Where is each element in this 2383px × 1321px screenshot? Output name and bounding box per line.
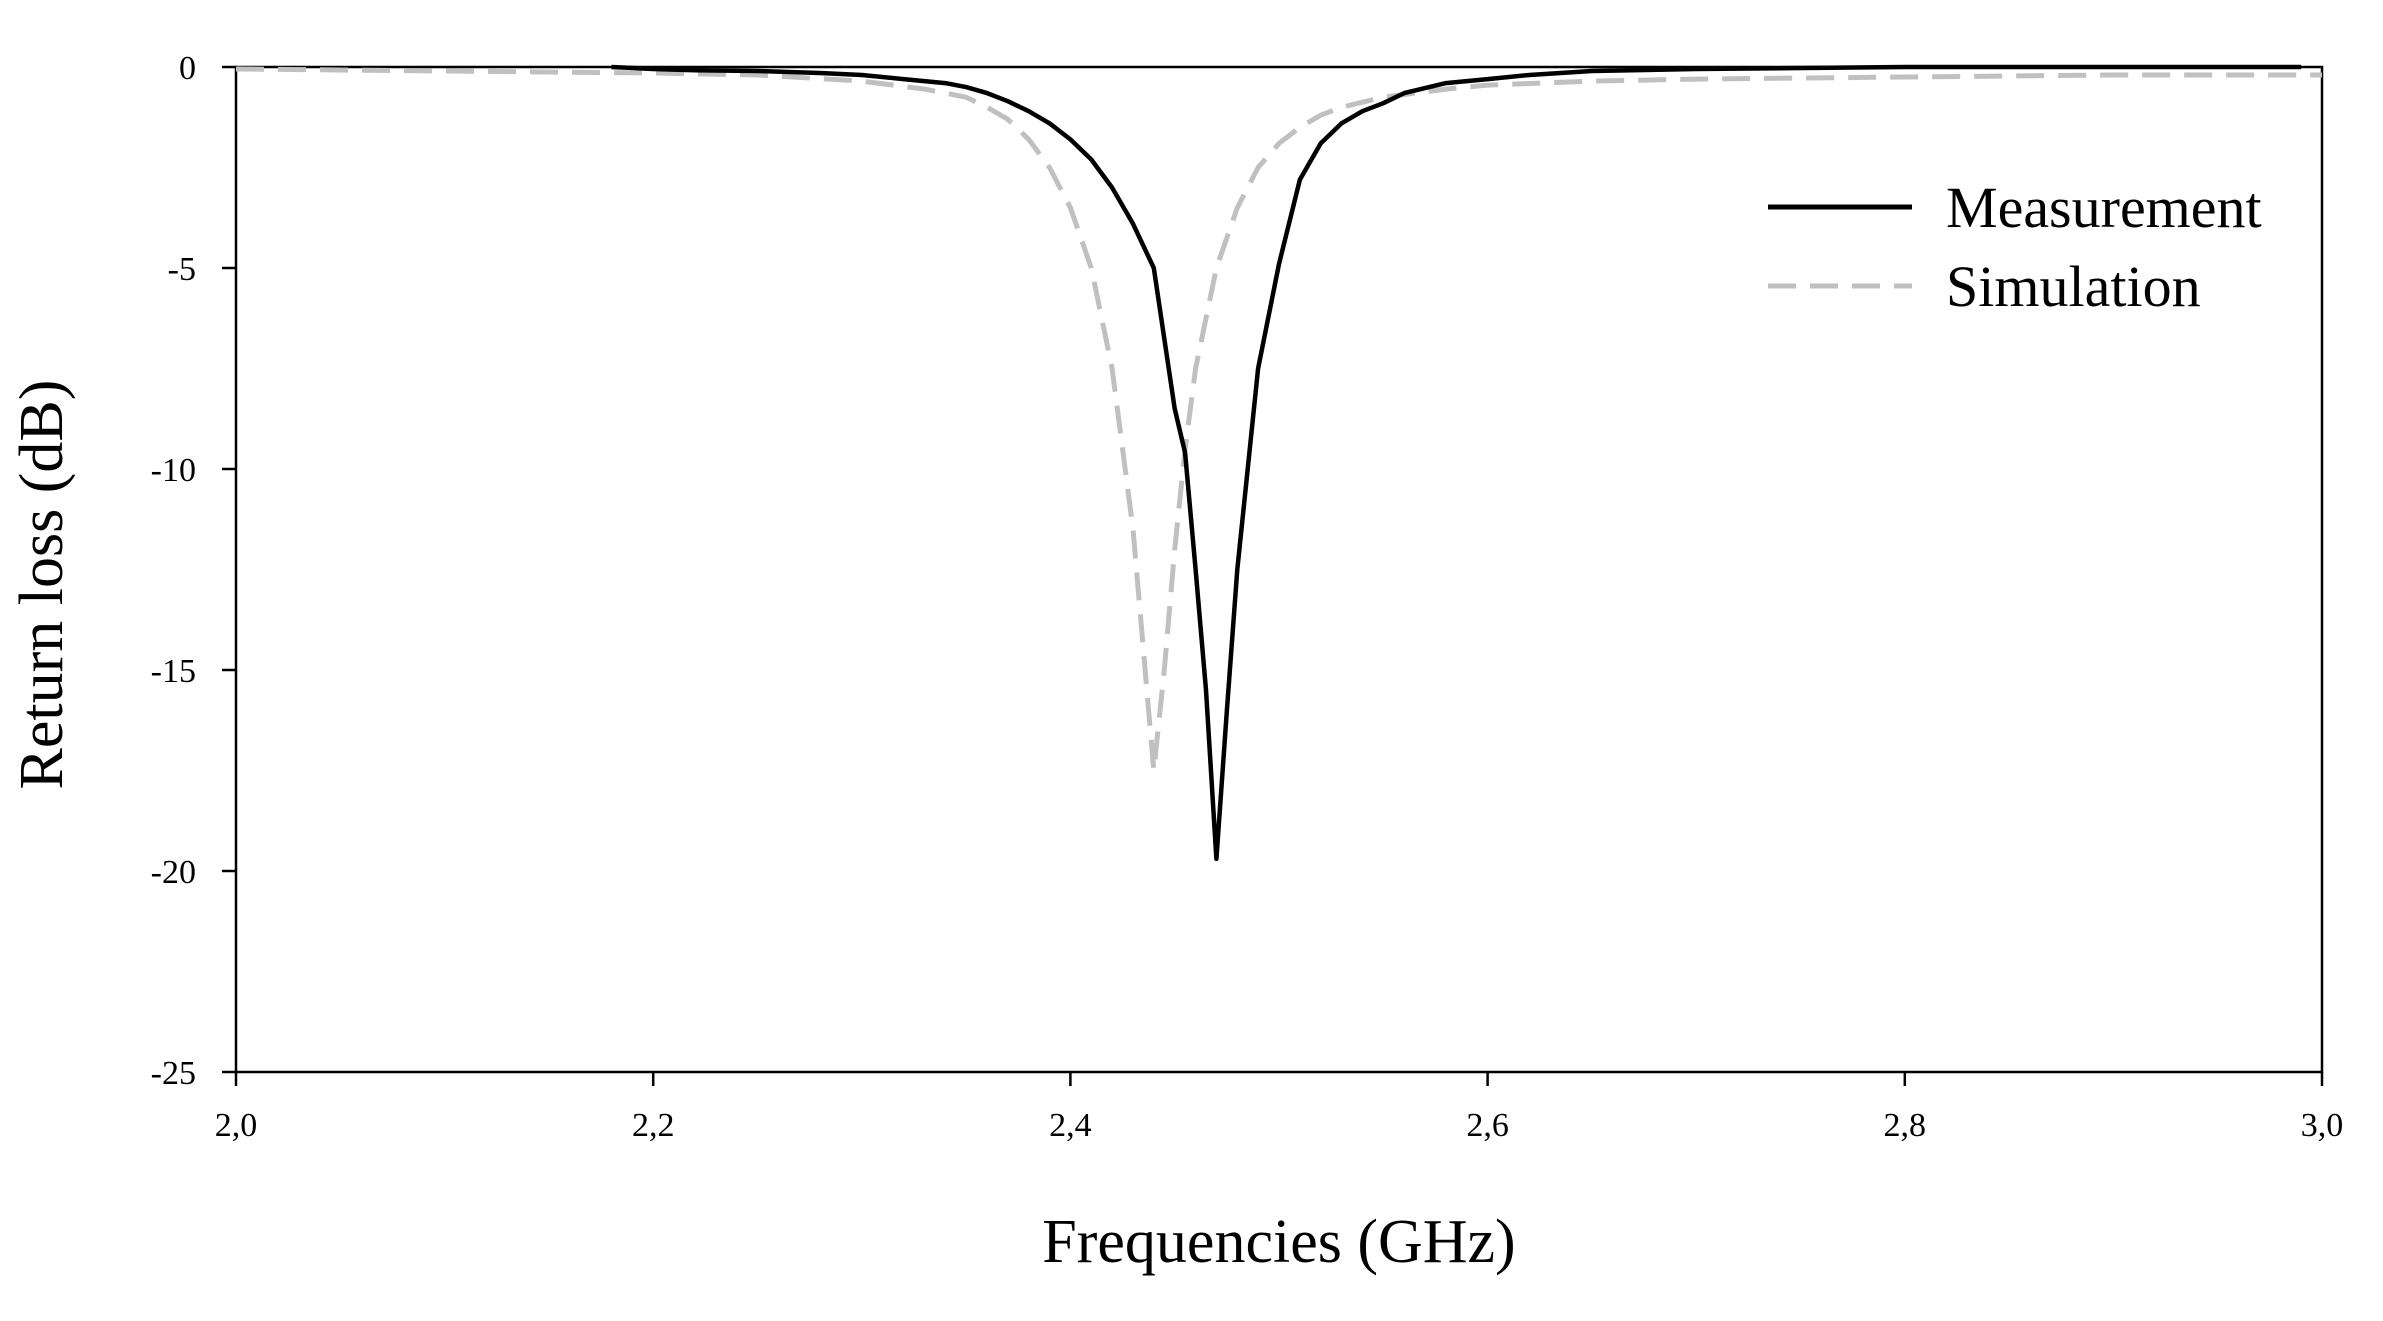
x-tick-label: 2,8 xyxy=(1884,1107,1927,1144)
x-tick-label: 2,0 xyxy=(215,1107,258,1144)
x-tick-label: 2,2 xyxy=(632,1107,675,1144)
y-tick-label: 0 xyxy=(179,50,196,87)
y-tick-label: -25 xyxy=(151,1055,196,1092)
legend-label-measurement: Measurement xyxy=(1946,175,2262,240)
x-tick-label: 2,4 xyxy=(1049,1107,1092,1144)
y-axis: 0 -5 -10 -15 -20 -25 xyxy=(151,50,236,1092)
y-tick-label: -20 xyxy=(151,854,196,891)
series-line-simulation xyxy=(235,66,2322,773)
series-line-measurement xyxy=(611,64,2302,862)
legend: Measurement Simulation xyxy=(1768,175,2262,319)
y-axis-title: Return loss (dB) xyxy=(8,380,76,790)
plot-area xyxy=(234,65,2324,1074)
y-tick-label: -15 xyxy=(151,653,196,690)
x-axis: 2,0 2,2 2,4 2,6 2,8 3,0 xyxy=(215,1072,2344,1144)
y-tick-label: -5 xyxy=(168,251,196,288)
x-tick-label: 3,0 xyxy=(2301,1107,2344,1144)
x-tick-label: 2,6 xyxy=(1466,1107,1509,1144)
y-tick-label: -10 xyxy=(151,452,196,489)
plot-frame xyxy=(234,65,2324,1074)
legend-label-simulation: Simulation xyxy=(1946,254,2201,319)
series-layer xyxy=(235,64,2322,862)
x-axis-title: Frequencies (GHz) xyxy=(1042,1208,1515,1276)
